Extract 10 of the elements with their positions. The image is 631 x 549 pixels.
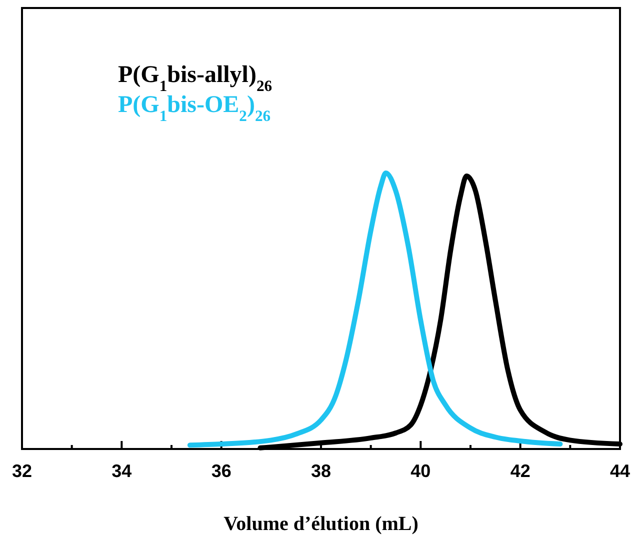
x-tick-label: 42 [510, 461, 530, 481]
text: P(G$_{1}$bis-OE$_{2}$)$_{26}$ [118, 92, 271, 124]
x-tick-label: 34 [112, 461, 132, 481]
x-tick-label: 36 [211, 461, 232, 481]
x-tick-label: 32 [12, 461, 32, 481]
x-tick-label: 44 [610, 461, 630, 481]
text: P(G$_{1}$bis-allyl)$_{26}$ [118, 62, 272, 94]
x-axis-title: Volume d’élution (mL) [224, 513, 418, 535]
x-tick-label: 38 [310, 461, 332, 481]
x-tick-label: 40 [410, 461, 431, 481]
